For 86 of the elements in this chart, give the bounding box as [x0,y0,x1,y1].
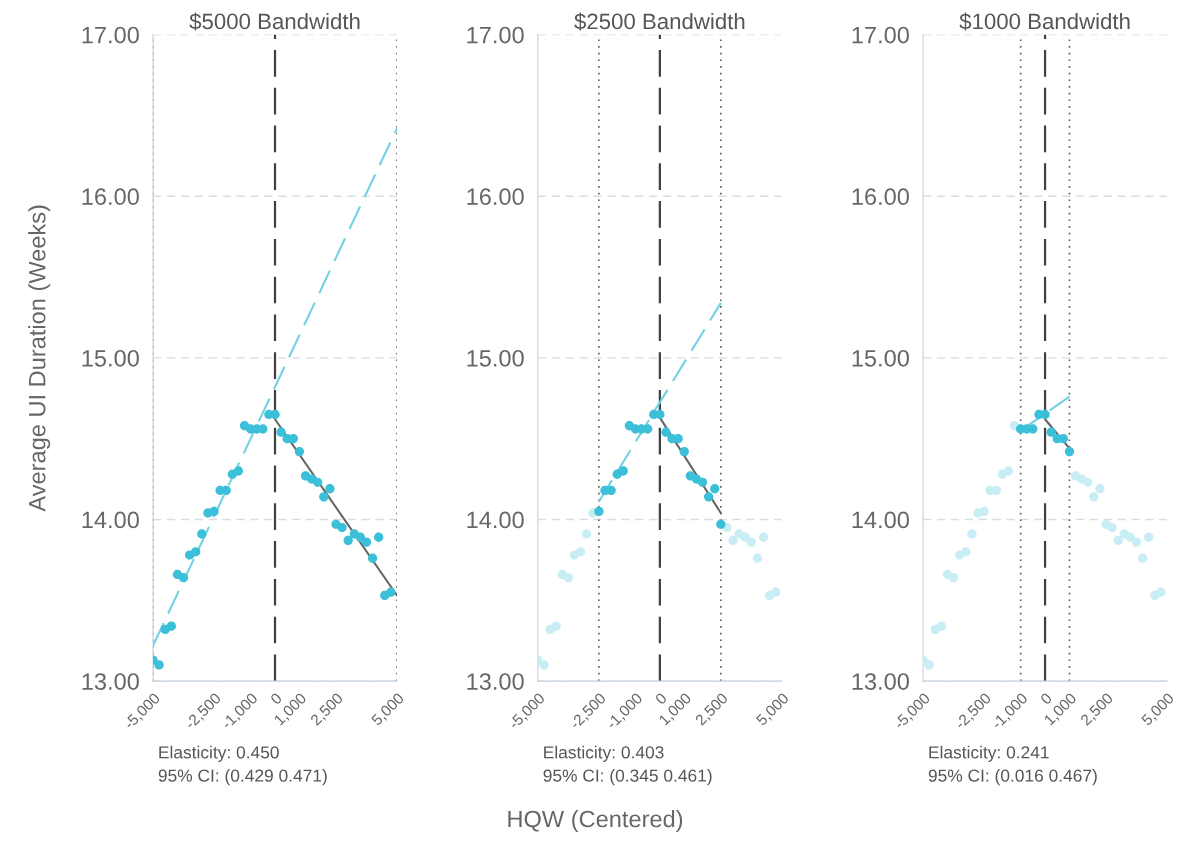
point [1113,535,1123,546]
point [979,506,989,517]
y-tick-label: 15.00 [467,349,524,367]
y-tick-label: 16.00 [82,188,139,206]
x-axis-title: HQW (Centered) [508,810,683,833]
point [716,519,726,529]
text: 95% CI: (0.429 0.471) [158,769,327,786]
point [209,506,219,517]
text: Elasticity: 0.450 [159,745,279,762]
point [643,424,653,434]
point [539,660,549,670]
point [276,427,286,437]
point [1107,522,1117,533]
point [1131,537,1142,547]
chart-title: $5000 Bandwidth [189,12,360,31]
point [924,660,934,670]
point [294,446,305,457]
point [582,529,592,539]
y-tick-label: 16.00 [467,188,524,206]
y-tick-label: 17.00 [82,26,139,44]
point [710,484,720,494]
point [740,532,750,542]
point [575,547,586,557]
point [936,621,947,631]
point [1095,484,1105,494]
y-tick-label: 14.00 [467,511,524,529]
point [374,532,384,542]
point [948,573,959,583]
point [1089,492,1099,502]
point [758,532,769,542]
point [697,477,708,487]
point [1028,424,1038,434]
y-tick-label: 13.00 [467,673,524,690]
point [594,506,604,517]
point [1125,532,1136,542]
point [337,522,347,533]
point [197,529,207,539]
point [258,424,268,434]
point [178,573,189,583]
point [325,484,335,494]
point [679,446,689,457]
point [355,532,366,542]
y-tick-label: 16.00 [852,188,909,206]
point [1083,477,1093,487]
point [191,547,201,557]
y-tick-label: 17.00 [467,26,524,44]
point [343,535,353,546]
point [313,477,323,487]
text: Elasticity: 0.403 [544,745,664,762]
y-tick-label: 15.00 [82,349,139,367]
text: 95% CI: (0.016 0.467) [928,769,1097,786]
y-tick-label: 13.00 [852,673,909,690]
point [961,547,971,557]
point [361,537,372,547]
point [752,553,763,563]
point [618,466,628,476]
point [154,660,164,670]
point [551,621,561,631]
point [661,427,671,437]
point [166,621,176,631]
point [563,573,574,583]
point [1144,532,1154,542]
y-tick-label: 14.00 [82,511,139,529]
text: Elasticity: 0.241 [929,745,1049,762]
point [1156,587,1166,597]
point [233,466,244,476]
chart-title: $1000 Bandwidth [959,12,1130,31]
y-tick-label: 15.00 [852,349,909,367]
point [728,535,738,546]
point [1137,553,1148,563]
text: 95% CI: (0.345 0.461) [543,769,712,786]
point [1003,466,1014,476]
y-tick-label: 17.00 [852,26,909,44]
point [967,529,977,539]
point [746,537,756,547]
point [703,492,714,502]
point [386,587,396,597]
point [1064,446,1075,457]
chart-title: $2500 Bandwidth [574,12,745,31]
point [367,553,378,563]
y-axis-title: Average UI Duration (Weeks) [28,205,51,512]
y-tick-label: 14.00 [852,511,909,529]
point [771,587,781,597]
point [1046,427,1056,437]
point [319,492,329,502]
y-tick-label: 13.00 [82,673,139,690]
